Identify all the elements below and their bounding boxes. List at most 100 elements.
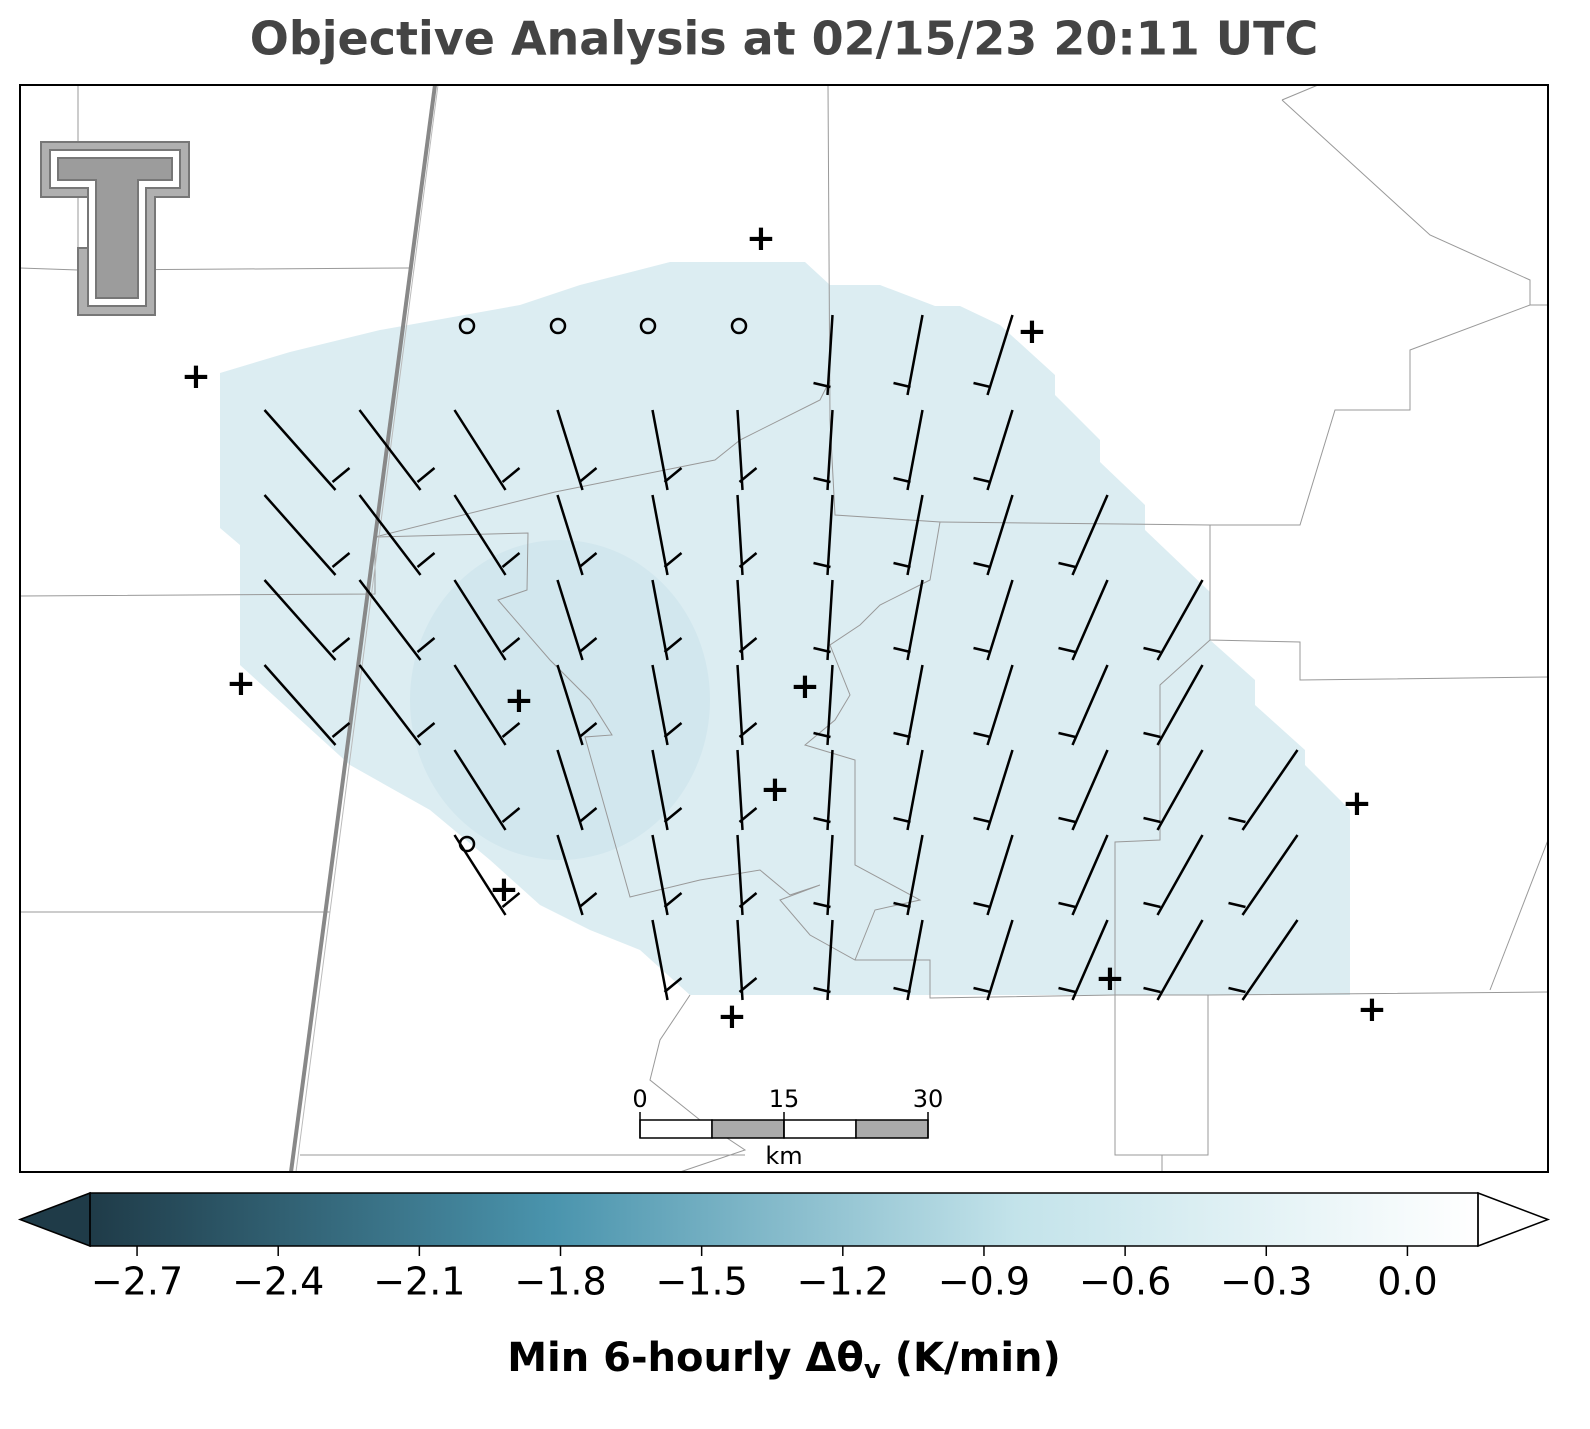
wind-barb-flag bbox=[1143, 731, 1161, 739]
wind-barb-flag bbox=[663, 977, 683, 993]
wind-barb-flag bbox=[813, 561, 831, 569]
wind-barb bbox=[986, 579, 1014, 661]
wind-barb bbox=[556, 494, 584, 576]
colorbar-tick-label: −2.4 bbox=[232, 1260, 324, 1304]
scale-segment bbox=[855, 1119, 929, 1139]
calm-marker bbox=[458, 835, 476, 853]
map: + + + + + + + + + + + + 0 15 30 km bbox=[19, 84, 1549, 1173]
wind-barb-flag bbox=[813, 731, 831, 739]
wind-barb bbox=[826, 919, 834, 1001]
wind-barb bbox=[453, 749, 507, 831]
colorbar-tick-label: −2.1 bbox=[373, 1260, 465, 1304]
wind-barb bbox=[986, 314, 1014, 396]
wind-barb-flag bbox=[1143, 986, 1161, 994]
wind-barb bbox=[736, 664, 744, 746]
county-line bbox=[1114, 639, 1211, 1156]
wind-barb-flag bbox=[1058, 816, 1076, 824]
station-marker: + bbox=[1342, 783, 1372, 824]
wind-barb bbox=[1156, 919, 1204, 1001]
wind-barb-flag bbox=[738, 467, 758, 483]
wind-barb bbox=[906, 664, 924, 746]
wind-barb-flag bbox=[578, 467, 598, 483]
wind-barb-flag bbox=[973, 986, 991, 994]
colorbar-label-unit: (K/min) bbox=[881, 1335, 1061, 1381]
wind-barb-flag bbox=[416, 552, 436, 568]
wind-barb bbox=[826, 494, 834, 576]
wind-barb-flag bbox=[973, 646, 991, 654]
wind-barb-flag bbox=[331, 637, 351, 653]
wind-barb bbox=[1071, 919, 1109, 1001]
wind-barb bbox=[1071, 664, 1109, 746]
wind-barb-flag bbox=[663, 892, 683, 908]
scale-segment bbox=[711, 1119, 785, 1139]
wind-barb bbox=[736, 579, 744, 661]
wind-barb-flag bbox=[501, 637, 521, 653]
station-marker: + bbox=[226, 663, 256, 704]
wind-barb bbox=[1071, 494, 1109, 576]
station-marker: + bbox=[504, 680, 534, 721]
wind-barb-flag bbox=[578, 807, 598, 823]
wind-barb bbox=[358, 409, 422, 491]
shaded-field bbox=[410, 540, 710, 860]
wind-barb bbox=[736, 834, 744, 916]
wind-barb-flag bbox=[1228, 901, 1246, 909]
wind-barb-flag bbox=[663, 637, 683, 653]
station-marker: + bbox=[1095, 958, 1125, 999]
wind-barb-flag bbox=[893, 731, 911, 739]
colorbar-tick-label: −0.3 bbox=[1220, 1260, 1312, 1304]
wind-barb-flag bbox=[893, 381, 911, 389]
wind-barb-flag bbox=[1143, 816, 1161, 824]
wind-barb bbox=[986, 919, 1014, 1001]
wind-barb bbox=[1241, 834, 1299, 916]
colorbar: −2.7 −2.4 −2.1 −1.8 −1.5 −1.2 −0.9 −0.6 −0.3 0.0 bbox=[17, 1191, 1551, 1304]
county-lines bbox=[19, 84, 1549, 1173]
wind-barb bbox=[556, 749, 584, 831]
wind-barb-flag bbox=[813, 646, 831, 654]
scale-tick-label: 0 bbox=[632, 1085, 647, 1113]
station-marker: + bbox=[790, 666, 820, 707]
colorbar-label-main: Min 6-hourly Δθ bbox=[507, 1335, 864, 1381]
map-frame bbox=[19, 84, 1549, 1173]
wind-barb bbox=[736, 919, 744, 1001]
wind-barb bbox=[906, 494, 924, 576]
wind-barb bbox=[651, 494, 669, 576]
wind-barb bbox=[986, 494, 1014, 576]
scale-tick-label: 30 bbox=[913, 1085, 944, 1113]
wind-barb-flag bbox=[738, 892, 758, 908]
wind-barb-flag bbox=[738, 807, 758, 823]
county-line bbox=[1281, 99, 1531, 305]
wind-barb bbox=[986, 834, 1014, 916]
calm-marker bbox=[639, 317, 657, 335]
wind-barb-flag bbox=[813, 901, 831, 909]
colorbar-tick-label: −2.7 bbox=[91, 1260, 183, 1304]
wind-barb-flag bbox=[813, 986, 831, 994]
wind-barb bbox=[986, 409, 1014, 491]
wind-barb-flag bbox=[893, 646, 911, 654]
wind-barb bbox=[651, 664, 669, 746]
wind-barb-flag bbox=[578, 552, 598, 568]
wind-barb-flag bbox=[813, 476, 831, 484]
wind-barb bbox=[826, 579, 834, 661]
state-line bbox=[289, 84, 437, 1173]
wind-barb bbox=[263, 409, 337, 491]
wind-barb-flag bbox=[973, 381, 991, 389]
scale-bar: 0 15 30 km bbox=[632, 1085, 943, 1170]
colorbar-fill bbox=[90, 1193, 1478, 1246]
wind-barb bbox=[263, 494, 337, 576]
wind-barb bbox=[1156, 579, 1204, 661]
station-marker: + bbox=[1017, 311, 1047, 352]
colorbar-tick-label: −1.2 bbox=[797, 1260, 889, 1304]
wind-barb bbox=[1071, 579, 1109, 661]
wind-barb-flag bbox=[893, 901, 911, 909]
wind-barb-flag bbox=[1143, 646, 1161, 654]
wind-barb bbox=[1071, 749, 1109, 831]
wind-barb bbox=[358, 494, 422, 576]
wind-barb bbox=[453, 579, 507, 661]
wind-barb-flag bbox=[1058, 731, 1076, 739]
logo bbox=[40, 141, 190, 316]
wind-barb-flag bbox=[663, 552, 683, 568]
wind-barb-flag bbox=[973, 476, 991, 484]
wind-barb bbox=[826, 664, 834, 746]
wind-barb bbox=[263, 664, 337, 746]
